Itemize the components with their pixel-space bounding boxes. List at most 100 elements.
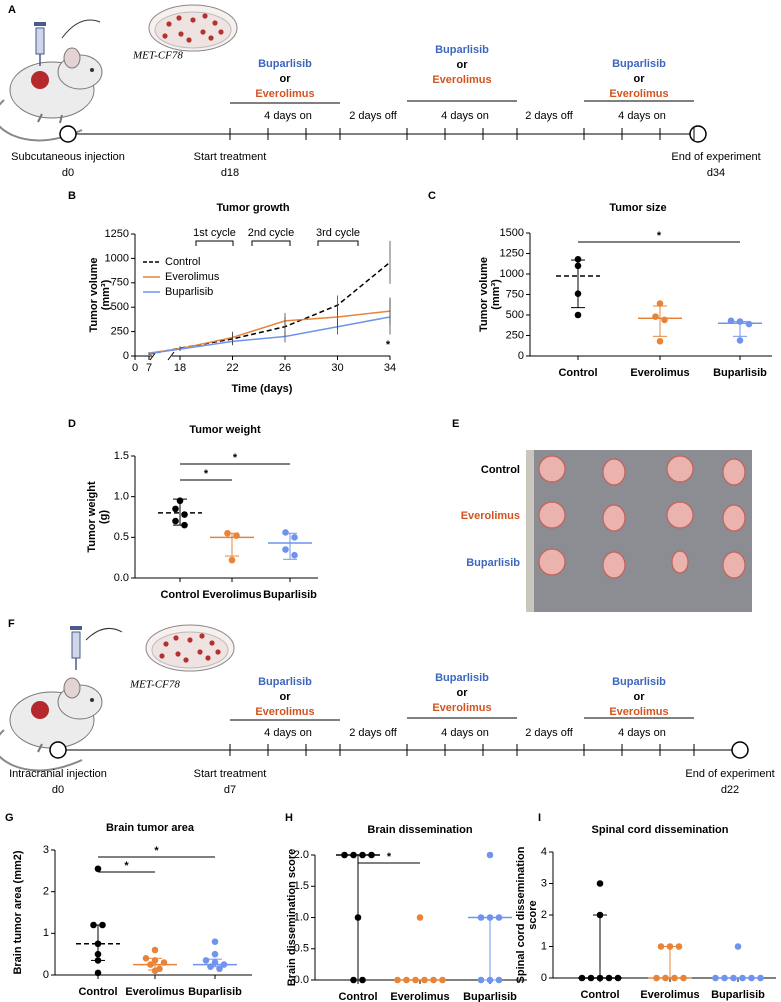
data-point — [657, 943, 665, 950]
data-point — [94, 957, 102, 964]
or-label: or — [280, 691, 292, 703]
y-axis-label: Tumor volume — [88, 258, 100, 333]
y-tick-label: 250 — [506, 329, 524, 341]
x-tick-label: Control — [160, 589, 199, 601]
timeline-start — [49, 741, 67, 759]
data-point — [671, 974, 678, 982]
legend-label: Control — [165, 256, 200, 268]
data-point — [350, 976, 357, 984]
y-tick-label: 2.0 — [294, 849, 309, 861]
y-tick-label: 1000 — [500, 268, 524, 280]
milestone-label: Start treatment — [194, 768, 267, 780]
data-point — [211, 950, 219, 958]
cycle-label: 2nd cycle — [248, 227, 294, 239]
significance: * — [124, 860, 129, 872]
y-tick-label: 1000 — [105, 252, 129, 264]
drug-label: Everolimus — [609, 706, 668, 718]
data-point — [574, 262, 582, 270]
y-axis-label: Spinal cord dissemination — [515, 846, 527, 983]
x-tick-label: Everolimus — [125, 986, 184, 998]
data-point — [745, 320, 753, 328]
x-tick-label: Buparlisib — [463, 991, 517, 1002]
cycle-bracket — [251, 240, 291, 246]
significance: * — [204, 468, 209, 480]
data-point — [495, 976, 503, 984]
legend-label: Buparlisib — [165, 286, 213, 298]
chart-title: Brain tumor area — [106, 822, 195, 834]
y-tick-label: 1.5 — [294, 880, 309, 892]
panel-label: H — [285, 812, 293, 824]
y-axis-label: (mm³) — [490, 279, 502, 310]
data-point — [151, 957, 159, 964]
data-point — [574, 255, 582, 263]
data-point — [653, 974, 660, 982]
data-point — [727, 317, 735, 325]
data-point — [403, 976, 410, 984]
cell-line: MET-CF78 — [132, 50, 183, 62]
cycle-label: 1st cycle — [193, 227, 236, 239]
drug-label: Buparlisib — [435, 44, 489, 56]
arrow — [85, 627, 123, 641]
data-point — [587, 974, 595, 982]
timeline-end — [731, 741, 749, 759]
data-point — [202, 957, 210, 964]
data-point — [291, 551, 298, 559]
chart-title: Spinal cord dissemination — [592, 824, 729, 836]
y-tick-label: 250 — [111, 326, 129, 338]
y-tick-label: 1500 — [500, 227, 524, 239]
drug-label: Everolimus — [432, 74, 491, 86]
tumor — [722, 458, 746, 486]
drug-label: Buparlisib — [258, 676, 312, 688]
y-tick-label: 0.5 — [114, 531, 129, 543]
data-point — [486, 914, 494, 921]
tumor — [602, 504, 626, 532]
petri-dish — [148, 4, 238, 52]
drug-label: Everolimus — [255, 88, 314, 100]
or-label: or — [457, 59, 469, 71]
tumor — [666, 455, 694, 483]
data-point — [574, 311, 582, 319]
panel-label: D — [68, 418, 76, 430]
milestone-label: End of experiment — [685, 768, 774, 780]
x-tick-label: 34 — [384, 362, 396, 374]
data-point — [412, 976, 419, 984]
y-axis-label: (g) — [98, 510, 110, 524]
duration-label: 4 days on — [441, 110, 489, 122]
data-point — [368, 851, 375, 859]
tumor — [666, 501, 694, 529]
or-label: or — [634, 691, 646, 703]
milestone-day: d0 — [62, 167, 74, 179]
chart-title: Brain dissemination — [367, 824, 472, 836]
data-point — [94, 940, 102, 948]
y-tick-label: 0 — [123, 350, 129, 362]
x-tick-label: Control — [78, 986, 117, 998]
data-point — [341, 851, 348, 859]
row-label: Buparlisib — [466, 557, 520, 569]
panel-label: G — [5, 812, 14, 824]
y-tick-label: 2 — [541, 909, 547, 921]
x-tick-label: Control — [580, 989, 619, 1001]
petri-dish — [145, 624, 235, 672]
duration-label: 4 days on — [618, 110, 666, 122]
data-point — [216, 965, 223, 973]
y-tick-label: 1250 — [500, 247, 524, 259]
data-point — [675, 943, 683, 950]
x-tick-label: Control — [338, 991, 377, 1002]
cycle-bracket — [195, 240, 234, 246]
y-tick-label: 4 — [541, 846, 547, 858]
significance: * — [233, 452, 238, 464]
y-tick-label: 1.0 — [114, 491, 129, 503]
drug-label: Buparlisib — [612, 676, 666, 688]
mouse-illustration — [0, 47, 103, 142]
data-point — [421, 976, 428, 984]
y-tick-label: 0 — [541, 972, 547, 984]
data-point — [495, 914, 503, 921]
y-tick-label: 1.5 — [114, 450, 129, 462]
data-point — [207, 963, 214, 970]
x-tick-label: Control — [558, 367, 597, 379]
x-tick-label: Everolimus — [640, 989, 699, 1001]
or-label: or — [280, 73, 292, 85]
cell-line: MET-CF78 — [129, 679, 180, 691]
tumor-photo — [526, 450, 752, 612]
